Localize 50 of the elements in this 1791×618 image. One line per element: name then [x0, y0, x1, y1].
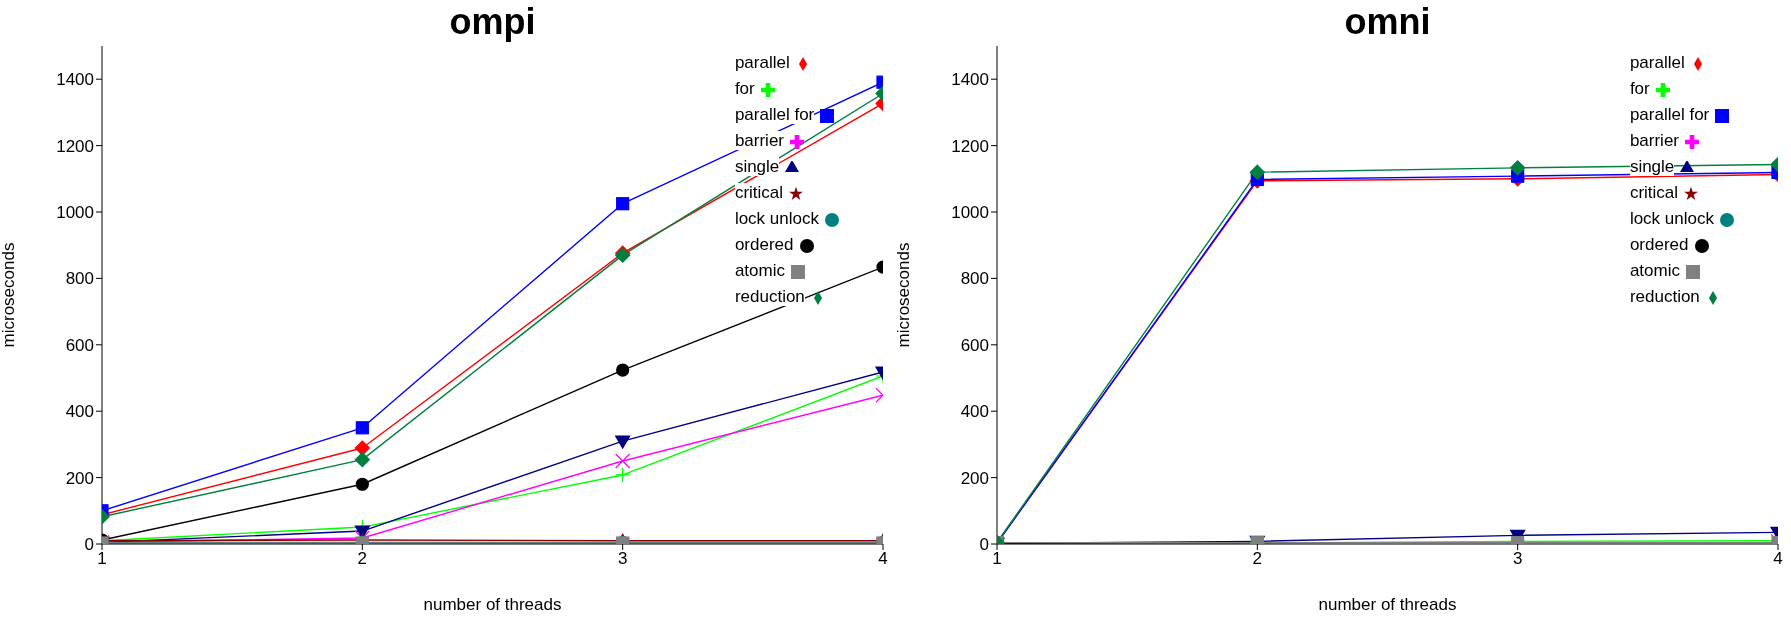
- legend-label: single: [734, 157, 780, 176]
- y-tick-label: 1000: [951, 203, 989, 223]
- y-tick-label: 1200: [951, 136, 989, 156]
- y-tick-label: 0: [84, 535, 94, 555]
- y-tick-label: 600: [65, 335, 94, 355]
- x-tick-label: 3: [617, 549, 628, 569]
- y-tick-label: 800: [960, 269, 989, 289]
- y-tick-label: 400: [960, 402, 989, 422]
- legend-label: atomic: [734, 261, 785, 280]
- x-tick-label: 1: [97, 549, 107, 569]
- x-tick-label: 3: [1512, 549, 1523, 569]
- chart-title: ompi: [448, 0, 537, 44]
- y-tick-label: 400: [65, 402, 94, 422]
- legend-label: single: [1629, 157, 1675, 176]
- y-tick-label: 800: [65, 269, 94, 289]
- legend-label: parallel for: [734, 105, 815, 124]
- legend-label: ordered: [1629, 235, 1689, 254]
- y-tick-label: 1200: [56, 136, 94, 156]
- legend-label: lock unlock: [734, 209, 819, 228]
- legend-label: barrier: [1629, 131, 1680, 150]
- legend-label: parallel for: [1629, 105, 1710, 124]
- y-tick-label: 1400: [56, 70, 94, 90]
- y-tick-label: 200: [65, 468, 94, 488]
- x-axis-title: number of threads: [1318, 595, 1457, 614]
- legend-label: for: [734, 79, 755, 98]
- legend-label: parallel: [734, 53, 790, 72]
- y-tick-label: 1400: [951, 70, 989, 90]
- legend-label: ordered: [734, 235, 794, 254]
- legend-label: parallel: [1629, 53, 1685, 72]
- x-tick-label: 2: [357, 549, 368, 569]
- legend-label: critical: [1629, 183, 1679, 202]
- x-tick-label: 4: [1773, 549, 1783, 569]
- x-tick-label: 2: [1252, 549, 1263, 569]
- y-axis-title: microseconds: [0, 242, 19, 348]
- legend-label: for: [1629, 79, 1650, 98]
- y-tick-label: 1000: [56, 203, 94, 223]
- legend-label: reduction: [734, 287, 805, 306]
- y-tick-label: 0: [979, 535, 989, 555]
- legend-label: reduction: [1629, 287, 1700, 306]
- legend-label: barrier: [734, 131, 785, 150]
- chart-title: omni: [1343, 0, 1432, 44]
- y-tick-label: 600: [960, 335, 989, 355]
- y-tick-label: 200: [960, 468, 989, 488]
- x-tick-label: 4: [878, 549, 888, 569]
- legend-label: lock unlock: [1629, 209, 1714, 228]
- x-axis-title: number of threads: [423, 595, 562, 614]
- y-axis-title: microseconds: [894, 242, 914, 348]
- legend-label: critical: [734, 183, 784, 202]
- x-tick-label: 1: [992, 549, 1002, 569]
- legend-label: atomic: [1629, 261, 1680, 280]
